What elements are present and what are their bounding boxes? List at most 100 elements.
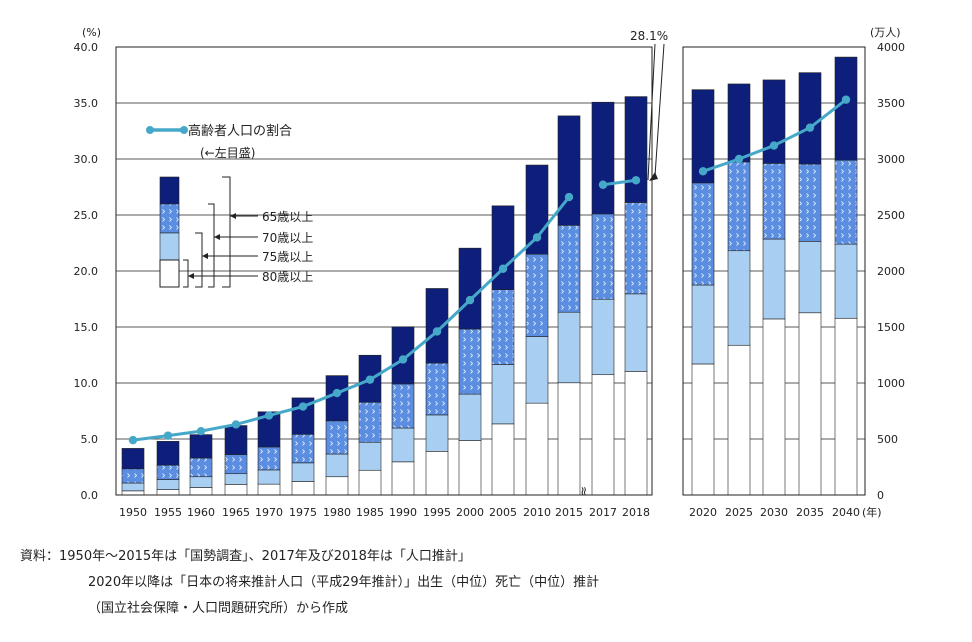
left-tick-label: 5.0 xyxy=(81,433,99,446)
source-note-line1: 資料：1950年～2015年は「国勢調査」、2017年及び2018年は「人口推計… xyxy=(20,549,471,564)
left-tick-label: 20.0 xyxy=(74,265,99,278)
bar-segment-75-79 xyxy=(224,473,248,485)
x-tick-label: 1950 xyxy=(119,506,147,519)
bar-segment-75-79 xyxy=(391,427,415,463)
bar-segment-65-69 xyxy=(624,96,648,203)
right-tick-label: 500 xyxy=(877,433,898,446)
line-legend-note: (←左目盛) xyxy=(200,145,255,160)
left-tick-label: 15.0 xyxy=(74,321,99,334)
ratio-point xyxy=(532,233,542,242)
bar-segment-75-79 xyxy=(425,414,449,452)
bar-segment-75-79 xyxy=(291,462,315,482)
left-tick-label: 40.0 xyxy=(74,41,99,54)
bar-segment-80plus xyxy=(458,440,482,496)
ratio-point xyxy=(564,192,574,202)
x-tick-label: 2020 xyxy=(689,506,717,519)
bar-segment-75-79 xyxy=(798,241,822,314)
bar-segment-75-79 xyxy=(257,469,281,485)
bar-segment-65-69 xyxy=(798,72,822,165)
ratio-line-segment xyxy=(602,178,637,187)
bar-segment-65-69 xyxy=(224,425,248,455)
bar-segment-70-74 xyxy=(291,433,315,464)
x-tick-label: 1970 xyxy=(255,506,283,519)
plot-frames xyxy=(115,46,866,496)
bar-segment-80plus xyxy=(525,402,549,496)
ratio-point xyxy=(734,154,744,164)
bar-segment-70-74 xyxy=(257,446,281,471)
left-tick-label: 0.0 xyxy=(81,489,99,502)
x-tick-label: 1975 xyxy=(289,506,317,519)
annotation-leader-2 xyxy=(654,43,665,177)
right-axis-unit: (万人) xyxy=(870,26,901,39)
bar-segment-80plus xyxy=(591,374,615,496)
bar-segment-70-74 xyxy=(762,163,786,240)
bar-segment-80plus xyxy=(156,489,180,496)
ratio-point xyxy=(631,176,641,185)
annotation-label: 28.1% xyxy=(630,29,668,43)
right-tick-label: 2500 xyxy=(877,209,905,222)
bar-segment-65-69 xyxy=(156,441,180,466)
bar-segment-80plus xyxy=(358,469,382,496)
left-tick-label: 30.0 xyxy=(74,153,99,166)
ratio-point xyxy=(398,355,408,364)
bar-segment-80plus xyxy=(834,317,858,496)
bar-segment-70-74 xyxy=(391,383,415,429)
ratio-point xyxy=(498,264,508,273)
x-tick-label: 2025 xyxy=(725,506,753,519)
bar-segment-70-74 xyxy=(624,202,648,295)
bar-segment-70-74 xyxy=(224,454,248,475)
bar-segment-80plus xyxy=(762,318,786,496)
right-tick-label: 1500 xyxy=(877,321,905,334)
x-tick-label: 1990 xyxy=(389,506,417,519)
bar-segment-80plus xyxy=(691,363,715,496)
x-tick-label: 1995 xyxy=(423,506,451,519)
bar-segment-65-69 xyxy=(189,434,213,459)
ratio-point xyxy=(698,167,708,176)
bar-segment-70-74 xyxy=(798,163,822,242)
bar-segment-75-79 xyxy=(156,479,180,490)
line-legend-marker xyxy=(146,126,154,134)
ratio-point xyxy=(332,388,342,398)
legend-label-65: 65歳以上 xyxy=(262,210,313,224)
legend-label-80: 80歳以上 xyxy=(262,270,313,284)
bar-segment-75-79 xyxy=(525,336,549,404)
x-tick-label: 2018 xyxy=(622,506,650,519)
bar-segment-80plus xyxy=(491,423,515,496)
annotation-leader xyxy=(647,43,656,181)
bar-segment-65-69 xyxy=(727,83,751,163)
tick-labels: 0.0 5.0 10.0 15.0 20.0 25.0 30.0 35.0 40.0 0 500 10… xyxy=(74,41,906,519)
right-tick-label: 3500 xyxy=(877,97,905,110)
x-tick-label: 2030 xyxy=(760,506,788,519)
x-tick-label: 2040 xyxy=(832,506,860,519)
ratio-point xyxy=(432,327,442,336)
ratio-line-segment xyxy=(132,196,571,442)
x-tick-label: 2005 xyxy=(489,506,517,519)
bar-segment-80plus xyxy=(624,371,648,496)
x-tick-label: 1980 xyxy=(323,506,351,519)
bar-segment-70-74 xyxy=(458,328,482,395)
bar-segment-75-79 xyxy=(834,243,858,319)
bar-segment-75-79 xyxy=(458,393,482,441)
right-tick-label: 2000 xyxy=(877,265,905,278)
ratio-point xyxy=(231,420,241,429)
left-tick-label: 35.0 xyxy=(74,97,99,110)
right-tick-label: 4000 xyxy=(877,41,905,54)
bar-segment-75-79 xyxy=(325,453,349,478)
ratio-point xyxy=(465,295,475,305)
bar-segment-70-74 xyxy=(557,225,581,313)
ratio-point xyxy=(128,435,138,445)
bar-segment-75-79 xyxy=(189,476,213,488)
source-note-line3: （国立社会保障・人口問題研究所）から作成 xyxy=(88,601,349,616)
legend-label-75: 75歳以上 xyxy=(262,250,313,264)
plot-frame-right xyxy=(682,46,866,496)
bar-segment-70-74 xyxy=(325,420,349,455)
x-tick-label: 1965 xyxy=(222,506,250,519)
bars xyxy=(121,56,858,496)
bar-segment-75-79 xyxy=(121,482,145,492)
bar-segment-80plus xyxy=(798,312,822,496)
bar-segment-70-74 xyxy=(727,161,751,252)
bar-segment-80plus xyxy=(391,461,415,496)
left-axis-unit: (%) xyxy=(82,26,101,39)
bar-segment-65-69 xyxy=(762,79,786,164)
